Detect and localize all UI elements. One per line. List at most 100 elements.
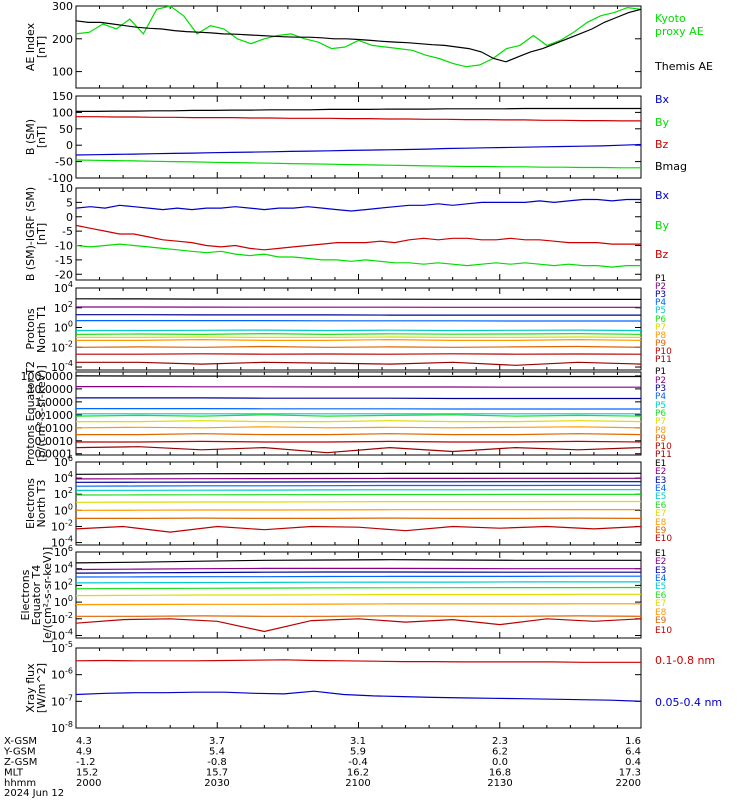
y-axis-title: [p/(cm²-s-sr-keV)] [35, 365, 48, 462]
series-line-p7 [76, 421, 641, 422]
series-line-bz [76, 225, 641, 249]
series-line-bx [76, 145, 641, 156]
y-tick-label: 102 [54, 300, 73, 315]
y-tick-label: 102 [54, 577, 73, 592]
legend-label: Bx [655, 189, 670, 202]
y-axis-title: [W/m^2] [35, 663, 48, 713]
series-line-p3 [76, 398, 641, 399]
series-line-bmag [76, 109, 641, 112]
y-tick-label: 5 [66, 196, 73, 209]
ephemeris-value: 4.9 [76, 747, 92, 758]
series-line-p6 [76, 334, 641, 335]
y-tick-label: -15 [55, 254, 73, 267]
ephemeris-value: 2030 [204, 778, 229, 789]
y-tick-label: 0 [66, 139, 73, 152]
y-tick-label: 104 [54, 470, 73, 485]
series-line-e5 [76, 582, 641, 583]
y-tick-label: 100 [54, 502, 73, 517]
series-line-e8 [76, 604, 641, 605]
series-line-e1 [76, 473, 641, 474]
series-line-p9 [76, 347, 641, 348]
y-tick-label: 102 [54, 486, 73, 501]
series-line-e5 [76, 490, 641, 491]
ephemeris-value: 17.3 [619, 768, 641, 779]
series-line-bx [76, 200, 641, 212]
series-line-e6 [76, 588, 641, 589]
legend-label: Kyoto [655, 12, 686, 25]
ephemeris-value: 2100 [345, 778, 370, 789]
series-line-e10 [76, 527, 641, 533]
ephemeris-value: 5.9 [350, 747, 366, 758]
ephemeris-value: 15.2 [76, 768, 98, 779]
y-tick-label: 100 [54, 594, 73, 609]
y-tick-label: 10-5 [51, 640, 73, 655]
panel-frame [76, 648, 641, 728]
ephemeris-value: -0.4 [348, 757, 368, 768]
series-line-by [76, 160, 641, 168]
panel-frame [76, 6, 641, 88]
ephemeris-value: -0.8 [207, 757, 227, 768]
series-line-p10 [76, 441, 641, 442]
y-tick-label: 50 [59, 123, 73, 136]
y-tick-label: 104 [54, 561, 73, 576]
ephemeris-row-label: MLT [4, 768, 24, 779]
plot-date: 2024 Jun 12 [4, 788, 64, 799]
series-line-0-05-0-4-nm [76, 691, 641, 701]
series-line-e8 [76, 510, 641, 511]
series-line-p6 [76, 415, 641, 416]
y-axis-title: [nT] [35, 126, 48, 148]
series-line-e7 [76, 502, 641, 503]
y-tick-label: 104 [54, 280, 73, 295]
ephemeris-value: 2.3 [492, 736, 508, 747]
series-line-e2 [76, 478, 641, 479]
ephemeris-value: 3.7 [209, 736, 225, 747]
ephemeris-value: 2200 [616, 778, 641, 789]
ephemeris-value: 5.4 [209, 747, 225, 758]
legend-label: By [655, 219, 670, 232]
series-line-e6 [76, 494, 641, 495]
ephemeris-value: 0.0 [492, 757, 508, 768]
legend-label: Bz [655, 138, 669, 151]
y-tick-label: 106 [54, 454, 73, 469]
ephemeris-value: 16.8 [489, 768, 511, 779]
ephemeris-row-label: X-GSM [4, 736, 37, 747]
legend-label: P11 [655, 355, 672, 365]
y-tick-label: -5 [62, 225, 73, 238]
ephemeris-value: 2000 [76, 778, 101, 789]
ephemeris-row-label: Z-GSM [4, 757, 37, 768]
ephemeris-value: 0.4 [625, 757, 641, 768]
legend-label: E9 [655, 616, 667, 626]
legend-label: Themis AE [654, 60, 713, 73]
y-tick-label: 10-2 [51, 339, 73, 354]
y-tick-label: 100 [52, 106, 73, 119]
y-tick-label: 100 [52, 66, 73, 79]
ephemeris-value: 2130 [487, 778, 512, 789]
y-tick-label: 10-7 [51, 693, 73, 708]
legend-label: Bmag [655, 160, 687, 173]
legend-label: 0.05-0.4 nm [655, 696, 722, 709]
series-line-kyoto-proxy-ae [76, 6, 641, 67]
y-tick-label: 10-8 [51, 720, 73, 735]
series-line-e3 [76, 572, 641, 573]
legend-label: proxy AE [655, 25, 704, 38]
legend-label: E10 [655, 626, 672, 636]
y-axis-title: [nT] [35, 36, 48, 58]
legend-label: E10 [655, 534, 672, 544]
legend-label: By [655, 116, 670, 129]
series-line-e3 [76, 482, 641, 483]
y-tick-label: 106 [54, 544, 73, 559]
series-line-p9 [76, 434, 641, 435]
series-line-p8 [76, 340, 641, 341]
y-tick-label: 300 [52, 0, 73, 13]
series-line-e10 [76, 619, 641, 632]
series-line-e1 [76, 560, 641, 563]
y-axis-title: North T3 [35, 480, 48, 528]
legend-label: Bx [655, 93, 670, 106]
y-tick-label: -50 [55, 156, 73, 169]
series-line-e4 [76, 576, 641, 577]
ephemeris-value: 6.2 [492, 747, 508, 758]
series-line-p8 [76, 427, 641, 428]
legend-label: Bz [655, 248, 669, 261]
y-axis-title: [nT] [35, 223, 48, 245]
